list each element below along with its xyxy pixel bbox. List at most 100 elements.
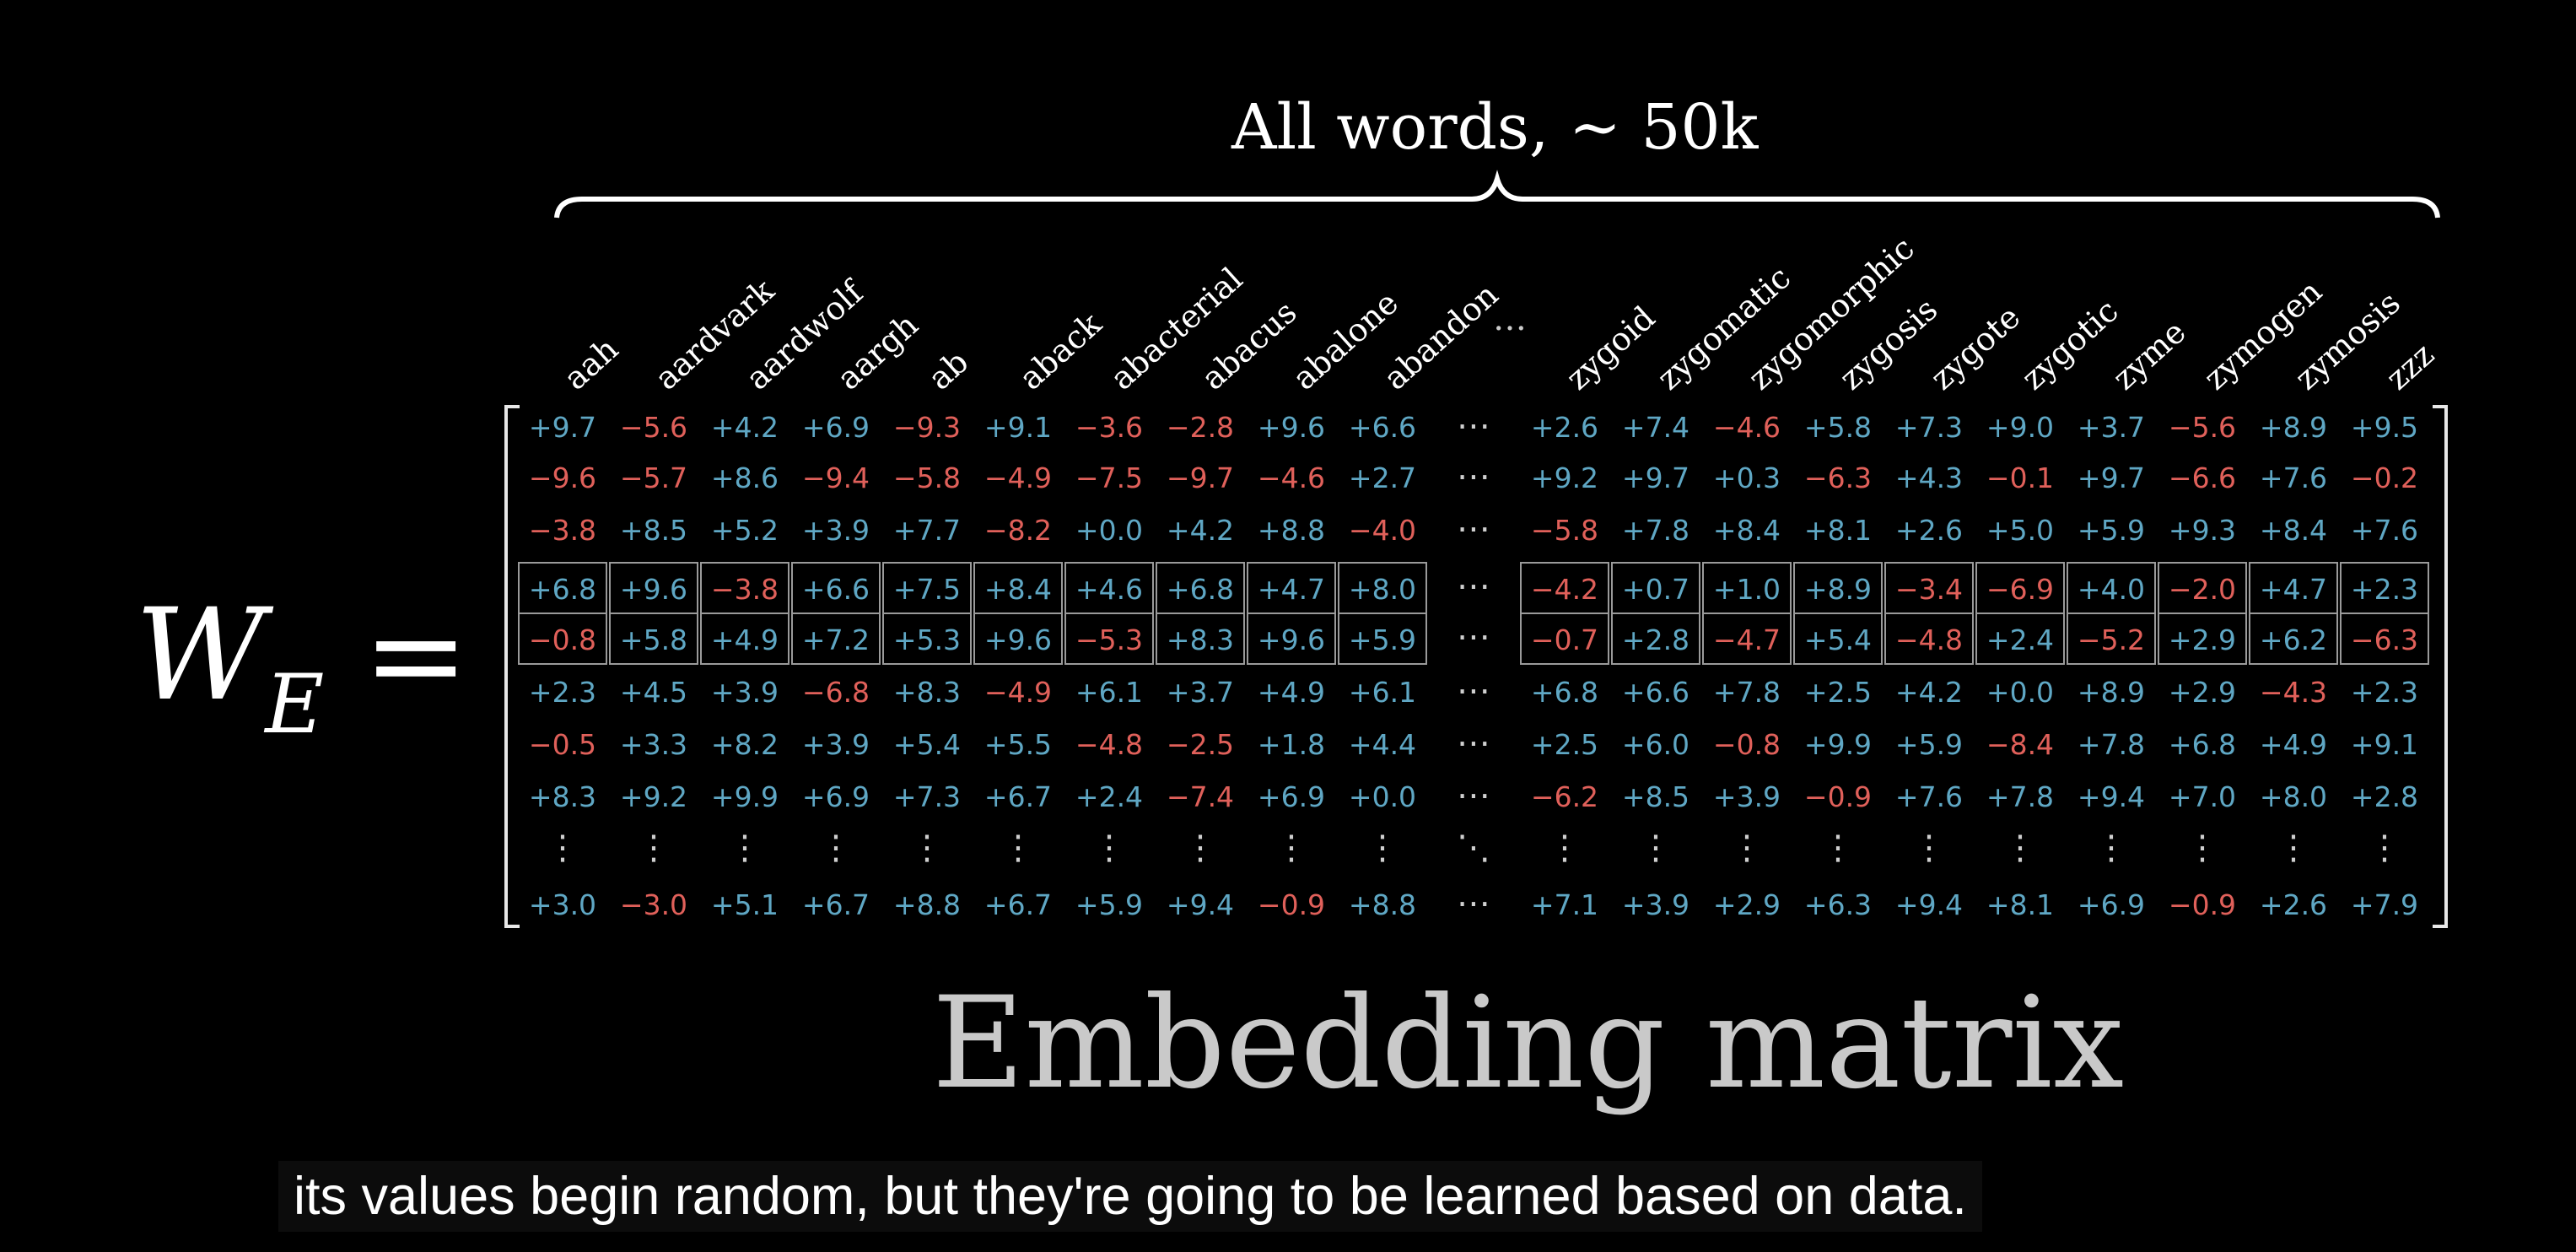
- matrix-cell: +8.5: [619, 514, 688, 547]
- matrix-cell: +2.6: [1894, 514, 1964, 547]
- matrix-cell: −4.9: [984, 461, 1053, 494]
- matrix-cell: +4.9: [700, 613, 790, 665]
- matrix-cell: −4.6: [1712, 411, 1781, 444]
- matrix-cell: +4.2: [1166, 514, 1235, 547]
- matrix-cell: +3.9: [1712, 780, 1781, 813]
- matrix-cell: +6.6: [791, 562, 881, 614]
- matrix-cell: +0.7: [1611, 562, 1700, 614]
- matrix-cell: −0.8: [1712, 728, 1781, 761]
- matrix-cell: +4.5: [619, 676, 688, 709]
- matrix-cell: −0.5: [528, 728, 597, 761]
- matrix-cell: +7.6: [2259, 461, 2328, 494]
- matrix-cell: +9.4: [1166, 888, 1235, 921]
- matrix-cell: +4.7: [2249, 562, 2338, 614]
- matrix-ellipsis: ⋮: [1821, 828, 1855, 867]
- matrix-ellipsis: ⋯: [1457, 407, 1490, 445]
- matrix-cell: −8.4: [1986, 728, 2055, 761]
- matrix-cell: +6.7: [984, 888, 1053, 921]
- matrix-cell: +8.3: [528, 780, 597, 813]
- matrix-ellipsis: ⋮: [2368, 828, 2401, 867]
- matrix-cell: +7.3: [892, 780, 962, 813]
- matrix-cell: +2.9: [1712, 888, 1781, 921]
- matrix-cell: +8.4: [2259, 514, 2328, 547]
- matrix-cell: +9.7: [1621, 461, 1690, 494]
- matrix-cell: +4.9: [1257, 676, 1326, 709]
- matrix-cell: +8.6: [710, 461, 779, 494]
- matrix-cell: +4.2: [1894, 676, 1964, 709]
- matrix-cell: +2.4: [1075, 780, 1144, 813]
- brace-label: All words, ∼ 50k: [1231, 91, 1759, 164]
- matrix-cell: −4.8: [1884, 613, 1974, 665]
- matrix-cell: −0.1: [1986, 461, 2055, 494]
- matrix-ellipsis: ⋯: [1457, 724, 1490, 763]
- matrix-cell: −6.3: [2340, 613, 2429, 665]
- matrix-title: Embedding matrix: [932, 970, 2125, 1117]
- matrix-cell: +6.9: [801, 780, 870, 813]
- matrix-cell: +7.6: [2350, 514, 2419, 547]
- matrix-ellipsis: ⋮: [1912, 828, 1946, 867]
- matrix-cell: +9.6: [1247, 613, 1336, 665]
- matrix-cell: +2.8: [1611, 613, 1700, 665]
- matrix-cell: +2.3: [528, 676, 597, 709]
- matrix-cell: +8.8: [892, 888, 962, 921]
- matrix-ellipsis: ⋯: [1457, 776, 1490, 815]
- matrix-cell: +8.1: [1803, 514, 1873, 547]
- matrix-cell: +4.7: [1247, 562, 1336, 614]
- matrix-cell: +2.5: [1530, 728, 1599, 761]
- matrix-cell: +8.9: [2077, 676, 2146, 709]
- matrix-cell: +5.9: [1075, 888, 1144, 921]
- matrix-ellipsis: ⋮: [2094, 828, 2128, 867]
- matrix-cell: −5.8: [892, 461, 962, 494]
- matrix-cell: +2.9: [2158, 613, 2247, 665]
- matrix-cell: −6.3: [1803, 461, 1873, 494]
- matrix-cell: +8.9: [1793, 562, 1883, 614]
- matrix-cell: +7.8: [1621, 514, 1690, 547]
- matrix-cell: +9.4: [1894, 888, 1964, 921]
- matrix-cell: −5.6: [2168, 411, 2237, 444]
- matrix-cell: −8.2: [984, 514, 1053, 547]
- matrix-cell: +7.8: [2077, 728, 2146, 761]
- matrix-cell: +9.4: [2077, 780, 2146, 813]
- matrix-cell: +5.4: [1793, 613, 1883, 665]
- matrix-cell: +5.3: [882, 613, 972, 665]
- matrix-cell: +4.9: [2259, 728, 2328, 761]
- matrix-cell: −9.6: [528, 461, 597, 494]
- matrix-cell: +9.6: [609, 562, 698, 614]
- matrix-cell: +5.9: [2077, 514, 2146, 547]
- matrix-cell: −5.8: [1530, 514, 1599, 547]
- matrix-ellipsis: ⋮: [1730, 828, 1764, 867]
- matrix-ellipsis: ⋯: [1457, 884, 1490, 923]
- matrix-cell: −4.0: [1348, 514, 1417, 547]
- matrix-cell: +9.2: [619, 780, 688, 813]
- matrix-cell: +9.6: [1257, 411, 1326, 444]
- matrix-cell: +6.8: [1530, 676, 1599, 709]
- matrix-cell: −4.2: [1520, 562, 1609, 614]
- matrix-ellipsis: ⋱: [1457, 828, 1490, 867]
- matrix-cell: +3.9: [801, 728, 870, 761]
- matrix-cell: +6.0: [1621, 728, 1690, 761]
- matrix-cell: +2.7: [1348, 461, 1417, 494]
- matrix-cell: −0.9: [1803, 780, 1873, 813]
- matrix-ellipsis: ⋮: [728, 828, 762, 867]
- matrix-cell: +9.5: [2350, 411, 2419, 444]
- matrix-cell: +6.7: [801, 888, 870, 921]
- matrix-cell: +7.2: [791, 613, 881, 665]
- matrix-cell: −6.9: [1975, 562, 2065, 614]
- matrix-cell: +8.0: [2259, 780, 2328, 813]
- matrix-cell: +4.3: [1894, 461, 1964, 494]
- matrix-cell: +4.2: [710, 411, 779, 444]
- matrix-cell: +0.0: [1348, 780, 1417, 813]
- matrix-cell: +6.2: [2249, 613, 2338, 665]
- matrix-cell: −4.9: [984, 676, 1053, 709]
- matrix-cell: +1.8: [1257, 728, 1326, 761]
- matrix-cell: +5.8: [1803, 411, 1873, 444]
- matrix-cell: −3.8: [700, 562, 790, 614]
- matrix-ellipsis: ⋮: [2185, 828, 2219, 867]
- matrix-cell: +8.9: [2259, 411, 2328, 444]
- column-ellipsis: …: [1493, 300, 1527, 338]
- matrix-ellipsis: ⋮: [1001, 828, 1035, 867]
- matrix-cell: +7.5: [882, 562, 972, 614]
- matrix-ellipsis: ⋮: [1183, 828, 1217, 867]
- matrix-cell: −2.0: [2158, 562, 2247, 614]
